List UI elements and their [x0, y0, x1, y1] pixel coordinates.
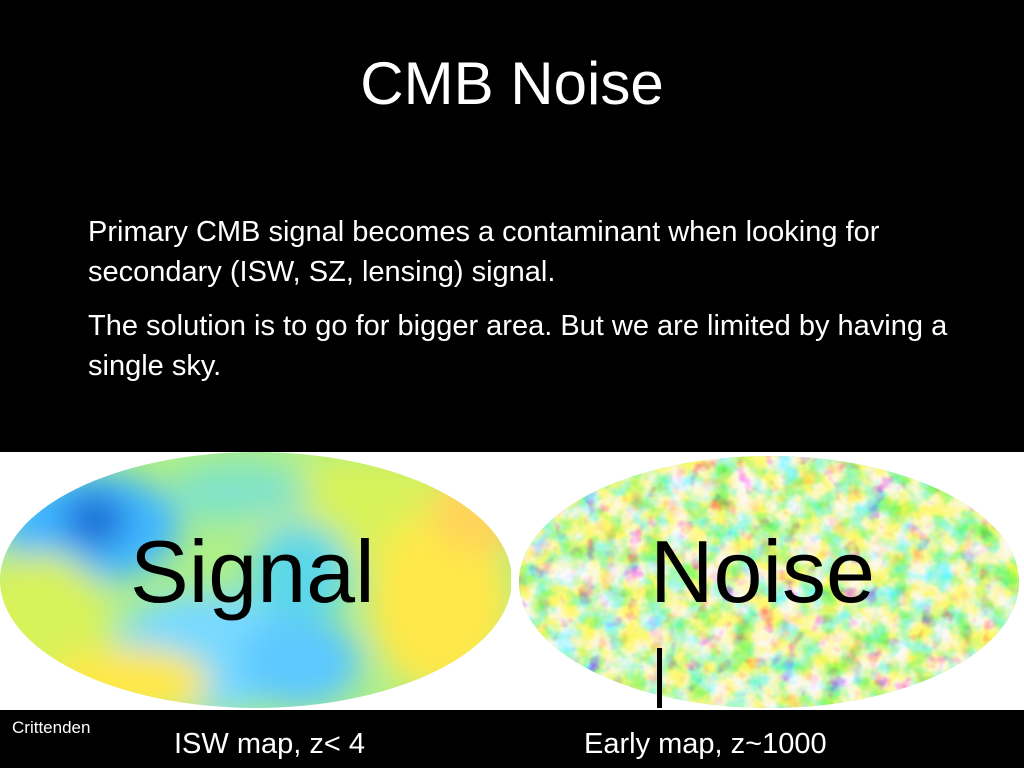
noise-label-artifact	[657, 648, 662, 708]
early-map-image	[519, 456, 1019, 708]
isw-map-caption: ISW map, z< 4	[174, 728, 365, 760]
paragraph-2: The solution is to go for bigger area. B…	[88, 310, 948, 382]
early-map-panel	[511, 452, 1024, 710]
credit-text: Crittenden	[12, 718, 91, 737]
early-map-caption: Early map, z~1000	[584, 728, 827, 760]
paragraph-1: Primary CMB signal becomes a contaminant…	[88, 216, 880, 288]
isw-map-image	[0, 452, 511, 708]
slide-body: Primary CMB signal becomes a contaminant…	[88, 212, 988, 400]
isw-map-panel	[0, 452, 511, 710]
signal-label: Signal	[130, 522, 375, 621]
noise-label: Noise	[650, 522, 875, 621]
slide-title: CMB Noise	[360, 50, 664, 117]
